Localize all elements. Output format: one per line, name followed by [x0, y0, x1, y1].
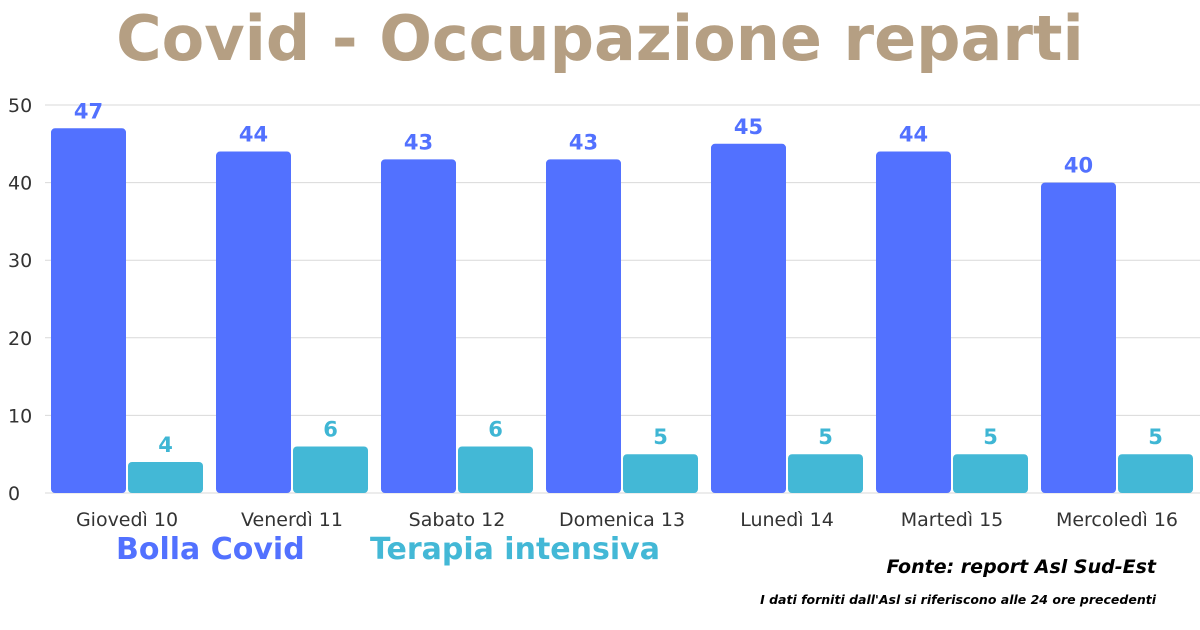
data-label: 4	[158, 433, 173, 457]
data-label: 44	[239, 123, 268, 147]
bar-terapia-intensiva	[128, 461, 203, 493]
x-tick-label: Lunedì 14	[740, 509, 834, 531]
bar-bolla-covid	[381, 159, 456, 493]
x-tick-label: Domenica 13	[559, 509, 685, 531]
x-tick-label: Martedì 15	[901, 509, 1004, 531]
data-label: 43	[404, 130, 433, 154]
data-label: 43	[569, 130, 598, 154]
bar-terapia-intensiva	[1118, 454, 1193, 493]
bar-bolla-covid	[51, 128, 126, 493]
y-tick-label: 10	[8, 405, 32, 427]
bar-bolla-covid	[876, 151, 951, 493]
data-label: 6	[488, 417, 503, 441]
y-tick-label: 30	[8, 250, 32, 272]
data-label: 44	[899, 123, 928, 147]
bar-terapia-intensiva	[458, 446, 533, 493]
legend-bolla-covid: Bolla Covid	[116, 532, 305, 567]
data-label: 47	[74, 99, 103, 123]
data-label: 40	[1064, 154, 1093, 178]
y-tick-label: 0	[8, 483, 20, 505]
x-tick-label: Sabato 12	[409, 509, 506, 531]
data-label: 45	[734, 115, 763, 139]
bar-terapia-intensiva	[623, 454, 698, 493]
source-text: Fonte: report Asl Sud-Est	[886, 556, 1156, 578]
y-tick-label: 50	[8, 95, 32, 117]
bar-bolla-covid	[711, 143, 786, 494]
legend-terapia-intensiva: Terapia intensiva	[370, 532, 660, 567]
bar-bolla-covid	[216, 151, 291, 493]
chart-title: Covid - Occupazione reparti	[116, 2, 1084, 75]
bar-terapia-intensiva	[953, 454, 1028, 493]
bar-terapia-intensiva	[788, 454, 863, 493]
bar-bolla-covid	[1041, 182, 1116, 493]
data-label: 6	[323, 417, 338, 441]
data-label: 5	[818, 425, 833, 449]
data-label: 5	[653, 425, 668, 449]
data-label: 5	[983, 425, 998, 449]
x-tick-label: Mercoledì 16	[1056, 509, 1178, 531]
x-tick-label: Venerdì 11	[241, 509, 343, 531]
footnote-text: I dati forniti dall'Asl si riferiscono a…	[760, 592, 1156, 607]
y-tick-label: 20	[8, 328, 32, 350]
bar-bolla-covid	[546, 159, 621, 493]
x-tick-label: Giovedì 10	[76, 509, 178, 531]
bar-terapia-intensiva	[293, 446, 368, 493]
y-tick-label: 40	[8, 173, 32, 195]
data-label: 5	[1148, 425, 1163, 449]
